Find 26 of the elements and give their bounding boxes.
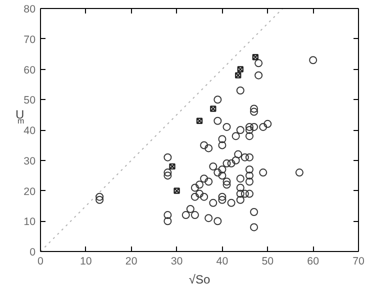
point (235, 72, 242, 78)
y-tick-label: 80 (24, 4, 36, 16)
y-tick-label: 10 (24, 216, 36, 228)
x-tick-label: 30 (170, 256, 183, 268)
x-tick-label: 0 (38, 256, 44, 268)
point (210, 106, 216, 112)
x-tick-label: 10 (80, 256, 92, 268)
y-tick-label: 20 (24, 186, 36, 198)
point (196, 118, 203, 124)
x-tick-label: 70 (352, 256, 364, 268)
x-axis-title: √So (188, 272, 210, 286)
y-tick-label: 0 (30, 246, 36, 258)
y-tick-label: 30 (24, 155, 36, 168)
point (237, 66, 244, 72)
point (252, 54, 258, 60)
x-tick-label: 60 (307, 256, 320, 268)
y-tick-label: 60 (24, 64, 36, 76)
y-tick-label: 50 (24, 94, 36, 107)
y-axis-title: Um (16, 108, 24, 126)
y-tick-label: 70 (24, 34, 36, 46)
x-tick-label: 40 (216, 256, 228, 268)
point (174, 188, 180, 194)
x-tick-label: 50 (262, 256, 274, 268)
x-tick-label: 20 (125, 256, 138, 268)
y-tick-label: 40 (24, 125, 36, 137)
point (169, 163, 176, 170)
